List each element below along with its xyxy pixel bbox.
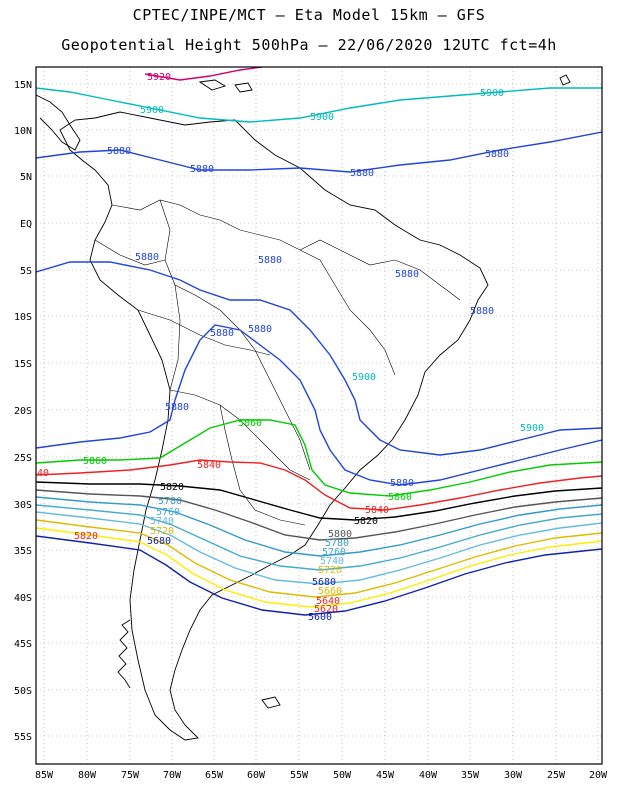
lat-label: 35S — [14, 546, 32, 557]
lat-label: 5S — [20, 266, 32, 277]
contour-label: 5800 — [328, 529, 352, 540]
lon-label: 35W — [461, 770, 480, 781]
contour-line-5860 — [36, 419, 602, 497]
contour-label: 5680 — [312, 577, 336, 588]
contour-line-5820 — [36, 481, 602, 521]
contour-label: 5880 — [350, 168, 374, 179]
contour-label: 5900 — [140, 105, 164, 116]
lat-label: 45S — [14, 639, 32, 650]
contour-label: 5820 — [74, 531, 98, 542]
chart-title: CPTEC/INPE/MCT – Eta Model 15km – GFS — [132, 6, 486, 24]
contour-line-5700 — [36, 527, 602, 608]
contour-label: 5880 — [210, 328, 234, 339]
contour-label: 5840 — [365, 505, 389, 516]
contour-label: 5840 — [197, 460, 221, 471]
lon-label: 45W — [376, 770, 395, 781]
contour-line-5780 — [36, 496, 602, 557]
contour-line-5800 — [36, 489, 602, 541]
coastlines — [36, 74, 571, 741]
lon-label: 70W — [163, 770, 182, 781]
graticule — [36, 67, 602, 764]
contour-line-5920 — [144, 67, 263, 81]
lon-label: 30W — [504, 770, 523, 781]
lat-label: 50S — [14, 686, 32, 697]
contour-label: 5820 — [160, 482, 184, 493]
lon-label: 20W — [589, 770, 608, 781]
contour-label: 5880 — [107, 146, 131, 157]
contour-label: 5880 — [470, 306, 494, 317]
lon-label: 55W — [290, 770, 309, 781]
lat-label: 15N — [14, 80, 32, 91]
contour-label: 5680 — [147, 536, 171, 547]
contour-label: 5620 — [314, 604, 338, 615]
contour-label: 5880 — [165, 402, 189, 413]
contour-label: 5880 — [190, 164, 214, 175]
lat-label: 55S — [14, 732, 32, 743]
contour-label: 5880 — [135, 252, 159, 263]
contour-label: 5820 — [354, 516, 378, 527]
contour-label: 5860 — [238, 418, 262, 429]
contour-label: 5920 — [147, 72, 171, 83]
contour-label: 5760 — [156, 507, 180, 518]
lat-label: 40S — [14, 593, 32, 604]
contour-label: 5880 — [248, 324, 272, 335]
lon-label: 80W — [78, 770, 97, 781]
contour-line-5760 — [36, 504, 602, 571]
lat-label: 30S — [14, 500, 32, 511]
lon-label: 25W — [547, 770, 566, 781]
contour-line-5900 — [36, 87, 602, 123]
contour-label: 5760 — [322, 547, 346, 558]
lat-label: 10N — [14, 126, 32, 137]
contour-label: 5720 — [318, 565, 342, 576]
contour-label: 5880 — [395, 269, 419, 280]
lon-label: 40W — [419, 770, 438, 781]
contour-label: 5740 — [150, 516, 174, 527]
contour-label: 5780 — [158, 496, 182, 507]
contour-label: 5740 — [320, 556, 344, 567]
contour-label: 5900 — [310, 112, 334, 123]
lon-label: 50W — [333, 770, 352, 781]
contour-line-5680 — [36, 535, 602, 616]
contour-label: 5880 — [485, 149, 509, 160]
lon-label: 65W — [205, 770, 224, 781]
contour-label: 5860 — [388, 492, 412, 503]
contour-label: 5880 — [390, 478, 414, 489]
lat-label: 15S — [14, 359, 32, 370]
contour-line-5740 — [36, 511, 602, 585]
chart-subtitle: Geopotential Height 500hPa – 22/06/2020 … — [61, 36, 557, 54]
contour-line-5720 — [36, 519, 602, 598]
contour-line-5880 — [36, 324, 602, 486]
lat-label: EQ — [20, 219, 32, 230]
contour-line-5840 — [36, 459, 602, 511]
lon-label: 75W — [121, 770, 140, 781]
map-frame — [35, 66, 603, 765]
contour-label: 5900 — [520, 423, 544, 434]
contour-label: 5880 — [258, 255, 282, 266]
lon-label: 60W — [247, 770, 266, 781]
contour-line-5880 — [36, 131, 602, 173]
contour-label: 5860 — [83, 456, 107, 467]
lat-label: 5N — [20, 172, 32, 183]
contour-label: 5600 — [308, 612, 332, 623]
contour-label: 5660 — [318, 586, 342, 597]
contour-label: 5900 — [352, 372, 376, 383]
lat-label: 20S — [14, 406, 32, 417]
contour-line-5880 — [36, 261, 602, 456]
lat-label: 10S — [14, 312, 32, 323]
contour-label: 5640 — [316, 596, 340, 607]
contour-label: 5720 — [150, 526, 174, 537]
contour-label: 5780 — [325, 538, 349, 549]
contour-label: 5900 — [480, 88, 504, 99]
country-borders — [94, 199, 461, 526]
lat-label: 25S — [14, 453, 32, 464]
lon-label: 85W — [35, 770, 54, 781]
contour-label: 40 — [37, 468, 49, 479]
